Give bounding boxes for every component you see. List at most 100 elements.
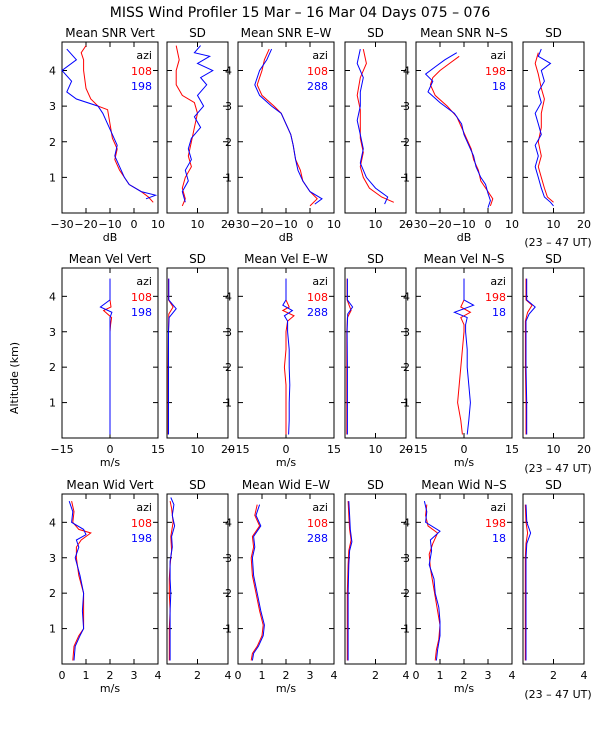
x-tick-label: 10 — [191, 443, 205, 456]
panel-title: Mean SNR N–S — [420, 26, 508, 40]
panel-title: SD — [367, 252, 384, 266]
panel-r2c0: Mean Wid Vert 1 2 3 4 0 1 2 3 4 m/s azi 108 198 — [49, 478, 162, 695]
series-line-18 — [525, 278, 536, 435]
y-tick-label: 4 — [403, 65, 410, 78]
y-tick-label: 4 — [403, 290, 410, 303]
x-tick-label: −10 — [98, 218, 121, 231]
altitude-axis-label: Altitude (km) — [8, 342, 21, 414]
time-note-row-2: (23 – 47 UT) — [524, 462, 591, 475]
x-axis-label: dB — [457, 231, 472, 244]
x-axis-label: m/s — [276, 456, 296, 469]
panel-r0c1: SD 10 20 — [166, 26, 235, 231]
legend-heading: azi — [136, 49, 152, 62]
plot-frame — [344, 267, 407, 439]
series-line-198 — [524, 504, 529, 661]
y-tick-label: 3 — [49, 552, 56, 565]
plot-frame — [166, 493, 229, 665]
panel-r0c5: SD 10 20 — [522, 26, 591, 231]
y-tick-label: 1 — [403, 397, 410, 410]
series-line-198 — [429, 55, 494, 207]
time-note-row-1: (23 – 47 UT) — [524, 236, 591, 249]
x-tick-label: 0 — [131, 218, 138, 231]
legend-entry: 198 — [131, 532, 152, 545]
y-tick-label: 4 — [49, 516, 56, 529]
series-line-198 — [168, 278, 177, 435]
x-tick-label: −15 — [404, 443, 427, 456]
panel-r2c5: SD 2 4 — [522, 478, 588, 682]
x-tick-label: 1 — [437, 669, 444, 682]
y-tick-label: 4 — [225, 516, 232, 529]
x-tick-label: 4 — [403, 669, 410, 682]
panel-r0c0: Mean SNR Vert 1 2 3 4 −30 −20 −10 0 10 dB azi 108 198 — [49, 26, 165, 244]
x-tick-label: −10 — [452, 218, 475, 231]
panel-title: SD — [545, 478, 562, 492]
series-line-108 — [250, 504, 264, 661]
x-tick-label: 10 — [151, 218, 165, 231]
x-tick-label: 3 — [307, 669, 314, 682]
y-tick-label: 3 — [225, 552, 232, 565]
x-tick-label: −10 — [274, 218, 297, 231]
y-tick-label: 3 — [225, 326, 232, 339]
series-line-198 — [524, 278, 533, 435]
x-tick-label: 0 — [235, 669, 242, 682]
panel-title: SD — [545, 26, 562, 40]
legend-entry: 288 — [307, 532, 328, 545]
x-tick-label: 10 — [369, 218, 383, 231]
x-tick-label: −30 — [50, 218, 73, 231]
series-line-198 — [425, 504, 441, 661]
panel-r1c2: Mean Vel E–W 1 2 3 4 −15 0 15 m/s azi 108 288 — [225, 252, 341, 469]
x-tick-label: 0 — [485, 218, 492, 231]
y-tick-label: 2 — [225, 587, 232, 600]
series-line-18 — [534, 48, 554, 207]
x-tick-label: 20 — [577, 218, 591, 231]
panel-title: SD — [367, 26, 384, 40]
series-line-108 — [346, 501, 352, 661]
legend-heading: azi — [490, 275, 506, 288]
x-tick-label: 2 — [283, 669, 290, 682]
legend-entry: 108 — [131, 517, 152, 530]
panel-title: SD — [189, 252, 206, 266]
x-tick-label: 2 — [550, 669, 557, 682]
x-axis-label: m/s — [100, 682, 120, 695]
series-line-288 — [254, 48, 323, 205]
x-axis-label: dB — [279, 231, 294, 244]
y-tick-label: 1 — [49, 171, 56, 184]
series-line-108 — [175, 45, 199, 207]
y-tick-label: 2 — [49, 587, 56, 600]
y-tick-label: 3 — [403, 552, 410, 565]
x-tick-label: 2 — [107, 669, 114, 682]
x-tick-label: 10 — [191, 218, 205, 231]
time-note-row-3: (23 – 47 UT) — [524, 688, 591, 701]
series-line-108 — [356, 48, 394, 203]
series-line-288 — [347, 501, 353, 661]
x-tick-label: −20 — [250, 218, 273, 231]
panel-r1c5: SD 10 20 — [522, 252, 591, 456]
series-line-108 — [281, 278, 295, 435]
series-line-288 — [346, 278, 354, 435]
legend-entry: 198 — [485, 65, 506, 78]
x-tick-label: 1 — [259, 669, 266, 682]
legend-entry: 198 — [131, 80, 152, 93]
legend-heading: azi — [490, 501, 506, 514]
y-tick-label: 2 — [403, 587, 410, 600]
series-line-198 — [61, 48, 158, 200]
x-tick-label: 20 — [221, 443, 235, 456]
series-line-18 — [453, 278, 475, 435]
legend-entry: 288 — [307, 306, 328, 319]
y-tick-label: 1 — [403, 623, 410, 636]
x-tick-label: 20 — [577, 443, 591, 456]
y-tick-label: 4 — [403, 516, 410, 529]
y-tick-label: 2 — [49, 136, 56, 149]
y-tick-label: 1 — [49, 397, 56, 410]
x-tick-label: 20 — [399, 218, 413, 231]
x-tick-label: 0 — [283, 443, 290, 456]
legend-heading: azi — [312, 501, 328, 514]
series-line-288 — [282, 278, 294, 435]
x-axis-label: m/s — [454, 682, 474, 695]
x-tick-label: −30 — [404, 218, 427, 231]
x-tick-label: 3 — [485, 669, 492, 682]
panel-r1c3: SD 10 20 — [344, 252, 413, 456]
x-tick-label: −15 — [50, 443, 73, 456]
